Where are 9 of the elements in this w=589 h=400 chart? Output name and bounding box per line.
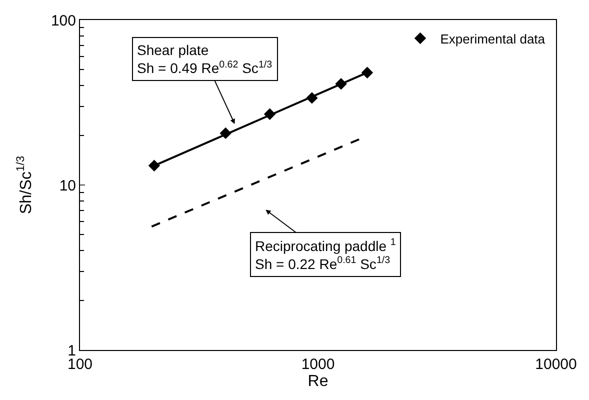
x-tick-label: 1000 (301, 356, 335, 373)
y-tick-label: 1 (68, 342, 76, 360)
x-axis-title: Re (308, 373, 328, 390)
annotation: Shear plate Sh = 0.49 Re$^{0.62}$ Sc$^{1/3}$ (137, 42, 273, 76)
x-tick-label: 10000 (535, 356, 577, 373)
text: Reciprocating paddle $^{1}$ Sh = 0.22 Re$^{0.61}$ Sc$^{1/3}$ (255, 237, 396, 272)
legend-label: Experimental data (440, 31, 546, 46)
y-tick-label: 10 (59, 177, 76, 194)
y-tick-label: 100 (50, 12, 76, 30)
